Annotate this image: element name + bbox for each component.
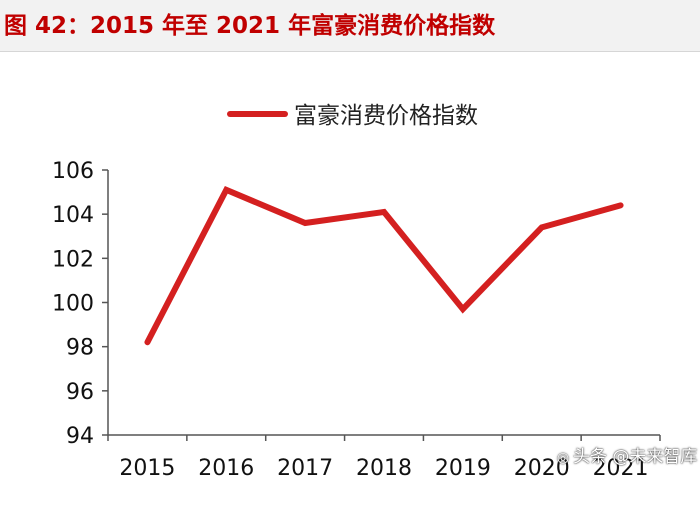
y-tick-label: 104 (52, 203, 94, 228)
x-tick-label: 2016 (198, 456, 254, 481)
y-tick-label: 94 (66, 424, 94, 449)
x-tick-label: 2019 (435, 456, 491, 481)
series-line (144, 186, 624, 346)
line-chart: 富豪消费价格指数 94 96 98 100 102 104 106 2015 2016 2017… (52, 103, 661, 481)
x-tick-label: 2018 (356, 456, 412, 481)
legend: 富豪消费价格指数 (227, 103, 478, 129)
camera-icon: ◎ (556, 450, 570, 466)
y-tick-label: 102 (52, 247, 94, 272)
watermark: ◎ 头条 @未来智库 (553, 442, 700, 472)
x-tick-label: 2020 (514, 456, 570, 481)
x-tick-label: 2017 (277, 456, 333, 481)
y-tick-label: 100 (52, 292, 94, 317)
y-tick-label: 106 (52, 159, 94, 184)
figure-title: 图 42：2015 年至 2021 年富豪消费价格指数 (0, 0, 700, 52)
watermark-text: 头条 @未来智库 (573, 447, 698, 467)
y-tick-label: 96 (66, 380, 94, 405)
legend-label: 富豪消费价格指数 (294, 103, 478, 129)
y-axis-tick-labels: 94 96 98 100 102 104 106 (52, 159, 94, 449)
series-layer (144, 186, 624, 346)
x-tick-label: 2021 (593, 456, 649, 481)
x-axis-tick-labels: 2015 2016 2017 2018 2019 2020 2021 (119, 456, 648, 481)
axes (102, 169, 661, 441)
y-tick-label: 98 (66, 336, 94, 361)
x-tick-label: 2015 (119, 456, 175, 481)
